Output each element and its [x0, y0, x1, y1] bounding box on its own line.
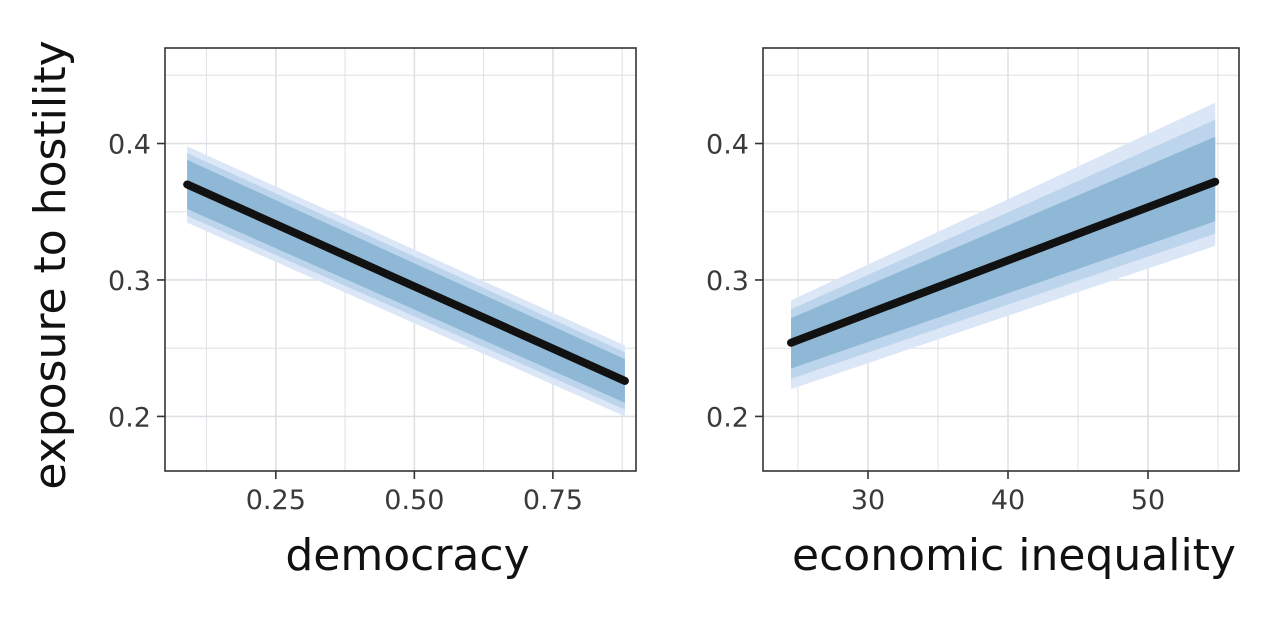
- confidence-band-inner: [791, 136, 1216, 369]
- x-tick-label: 0.25: [246, 485, 306, 516]
- panel-democracy: 0.2 0.3 0.4 0.25 0.50 0.75 democracy: [108, 47, 637, 581]
- panel-border: [164, 47, 637, 472]
- x-tick-label: 30: [851, 485, 885, 516]
- fit-line: [787, 177, 1220, 347]
- x-axis-title: economic inequality: [792, 530, 1236, 581]
- y-axis-title: exposure to hostility: [25, 40, 76, 489]
- y-tick-label: 0.2: [706, 402, 749, 433]
- panel-economic-inequality: 0.2 0.3 0.4 30 40 50 economic inequality: [706, 47, 1240, 581]
- x-tick-label: 40: [991, 485, 1025, 516]
- x-tick-label: 0.75: [523, 485, 583, 516]
- y-tick-label: 0.4: [706, 130, 749, 161]
- y-tick-label: 0.4: [108, 130, 151, 161]
- y-tick-label: 0.2: [108, 402, 151, 433]
- y-tick-label: 0.3: [706, 266, 749, 297]
- x-tick-label: 50: [1131, 485, 1165, 516]
- x-tick-label: 0.50: [384, 485, 444, 516]
- panel-border: [762, 47, 1240, 472]
- x-axis-title: democracy: [285, 530, 529, 581]
- fit-line: [183, 180, 629, 385]
- y-tick-label: 0.3: [108, 266, 151, 297]
